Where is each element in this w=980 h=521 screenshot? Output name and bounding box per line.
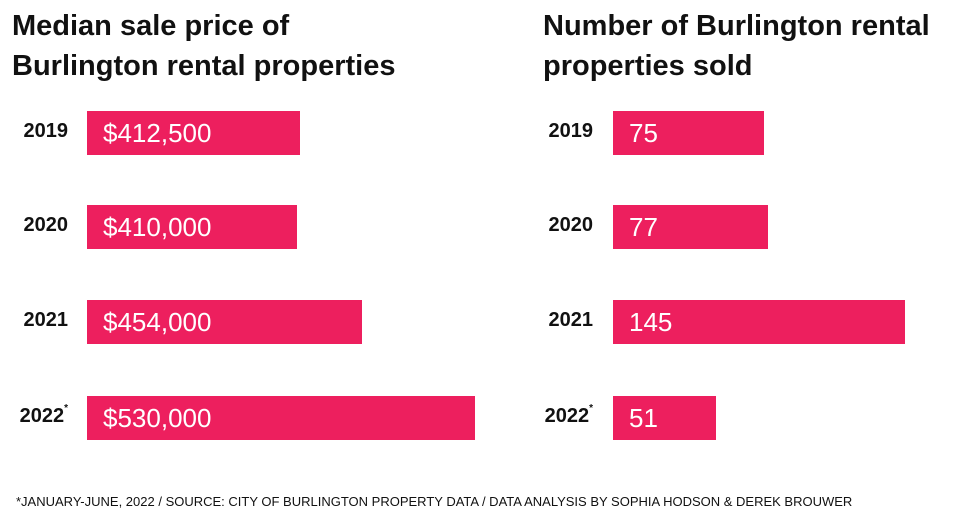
bar-value-label: $410,000	[103, 212, 212, 242]
chart-title-line-1: Number of Burlington rental	[543, 10, 930, 42]
footnote-marker: *	[64, 403, 68, 414]
bar-value-label: 77	[629, 212, 658, 242]
bar: $530,000	[87, 396, 475, 440]
bar: 75	[613, 111, 764, 155]
year-label-text: 2020	[23, 214, 69, 236]
bar-value-label: 51	[629, 403, 658, 433]
chart-title-line-2: properties sold	[543, 50, 753, 82]
year-label: 2022*	[543, 403, 593, 428]
year-label: 2020	[12, 214, 69, 237]
footnote-marker: *	[589, 403, 593, 414]
chart-title: Median sale price of Burlington rental p…	[12, 6, 395, 86]
year-label: 2021	[543, 309, 594, 332]
chart-title: Number of Burlington rental properties s…	[543, 6, 930, 86]
bar: 145	[613, 300, 905, 344]
chart-title-line-2: Burlington rental properties	[12, 50, 396, 82]
bar: $454,000	[87, 300, 362, 344]
bar-value-label: 145	[629, 307, 673, 337]
bar-value-label: $530,000	[103, 403, 212, 433]
year-label-text: 2022	[544, 405, 590, 427]
year-label: 2022*	[12, 403, 68, 428]
year-label-text: 2020	[548, 214, 594, 236]
bar: $410,000	[87, 205, 297, 249]
bar: 77	[613, 205, 768, 249]
year-label-text: 2019	[23, 120, 69, 142]
year-label-text: 2022	[19, 405, 65, 427]
bar-value-label: $412,500	[103, 118, 212, 148]
year-label: 2019	[543, 120, 594, 143]
chart-title-line-1: Median sale price of	[12, 10, 290, 42]
year-label: 2019	[12, 120, 69, 143]
year-label: 2020	[543, 214, 594, 237]
bar-value-label: $454,000	[103, 307, 212, 337]
year-label: 2021	[12, 309, 69, 332]
bar-value-label: 75	[629, 118, 658, 148]
year-label-text: 2021	[23, 309, 69, 331]
bar: $412,500	[87, 111, 300, 155]
year-label-text: 2021	[548, 309, 594, 331]
footnote: *JANUARY-JUNE, 2022 / SOURCE: CITY OF BU…	[16, 494, 853, 509]
year-label-text: 2019	[548, 120, 594, 142]
bar: 51	[613, 396, 716, 440]
